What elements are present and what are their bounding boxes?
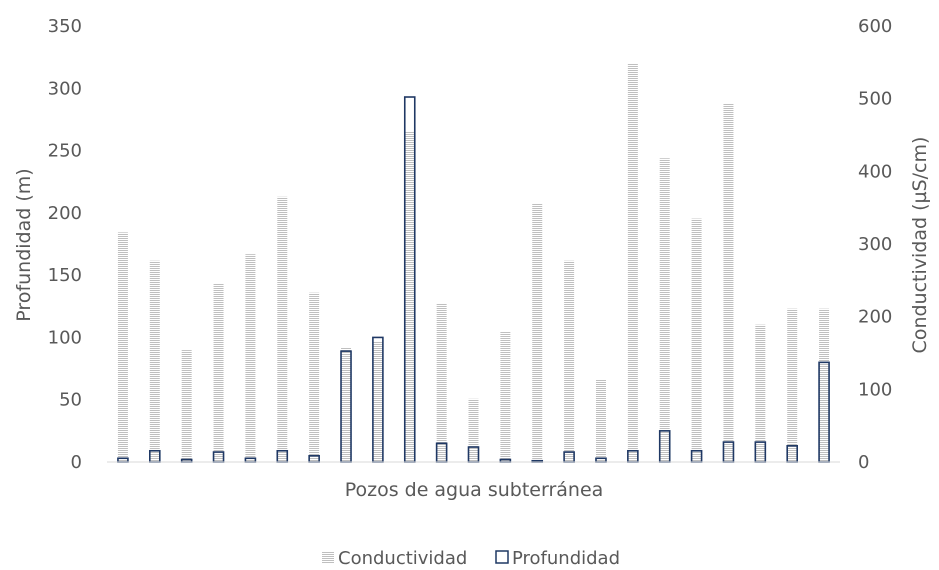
- conductividad-bar: [309, 292, 320, 462]
- conductividad-bar: [181, 350, 192, 462]
- conductividad-bar: [532, 203, 543, 462]
- left-tick-label: 200: [48, 203, 82, 224]
- conductividad-bar: [564, 260, 575, 462]
- conductividad-bar: [213, 283, 224, 462]
- conductividad-bar: [627, 63, 638, 462]
- conductividad-bar: [468, 398, 479, 462]
- legend-label-profundidad: Profundidad: [512, 548, 620, 569]
- conductividad-bar: [117, 232, 128, 462]
- conductividad-bar: [436, 303, 447, 462]
- left-tick-label: 0: [71, 452, 82, 473]
- right-axis-title: Conductividad (µS/cm): [909, 137, 931, 354]
- left-tick-label: 100: [48, 327, 82, 348]
- conductividad-bar: [341, 347, 352, 462]
- conductividad-bar: [723, 103, 734, 462]
- conductividad-bar: [245, 254, 256, 462]
- right-tick-label: 0: [858, 452, 869, 473]
- left-axis-title: Profundidad (m): [13, 168, 35, 321]
- conductividad-bars: [117, 63, 830, 462]
- legend-label-conductividad: Conductividad: [338, 548, 467, 569]
- left-tick-label: 50: [59, 390, 82, 411]
- right-tick-label: 300: [858, 234, 892, 255]
- left-tick-label: 350: [48, 16, 82, 37]
- conductividad-bar: [755, 324, 766, 462]
- conductividad-bar: [691, 218, 702, 462]
- legend-swatch-conductividad: [322, 551, 334, 563]
- left-axis-ticks: 0 50 100 150 200 250 300 350: [48, 16, 82, 473]
- x-axis-title: Pozos de agua subterránea: [345, 479, 604, 501]
- right-tick-label: 400: [858, 161, 892, 182]
- right-tick-label: 600: [858, 16, 892, 37]
- left-tick-label: 300: [48, 78, 82, 99]
- right-tick-label: 200: [858, 307, 892, 328]
- legend-swatch-profundidad: [495, 550, 509, 564]
- right-tick-label: 100: [858, 379, 892, 400]
- conductividad-bar: [404, 131, 415, 462]
- conductividad-bar: [277, 196, 288, 462]
- legend: Conductividad Profundidad: [322, 548, 620, 569]
- legend-item-profundidad: Profundidad: [495, 548, 620, 569]
- legend-item-conductividad: Conductividad: [322, 548, 467, 569]
- conductividad-bar: [500, 331, 511, 462]
- conductividad-bar: [372, 341, 383, 462]
- conductividad-bar: [595, 379, 606, 462]
- left-tick-label: 150: [48, 265, 82, 286]
- conductividad-bar: [149, 260, 160, 462]
- conductividad-bar: [659, 158, 670, 462]
- right-axis-ticks: 0 100 200 300 400 500 600: [858, 16, 892, 473]
- conductividad-bar: [787, 308, 798, 462]
- left-tick-label: 250: [48, 141, 82, 162]
- right-tick-label: 500: [858, 89, 892, 110]
- conductividad-bar: [819, 308, 830, 462]
